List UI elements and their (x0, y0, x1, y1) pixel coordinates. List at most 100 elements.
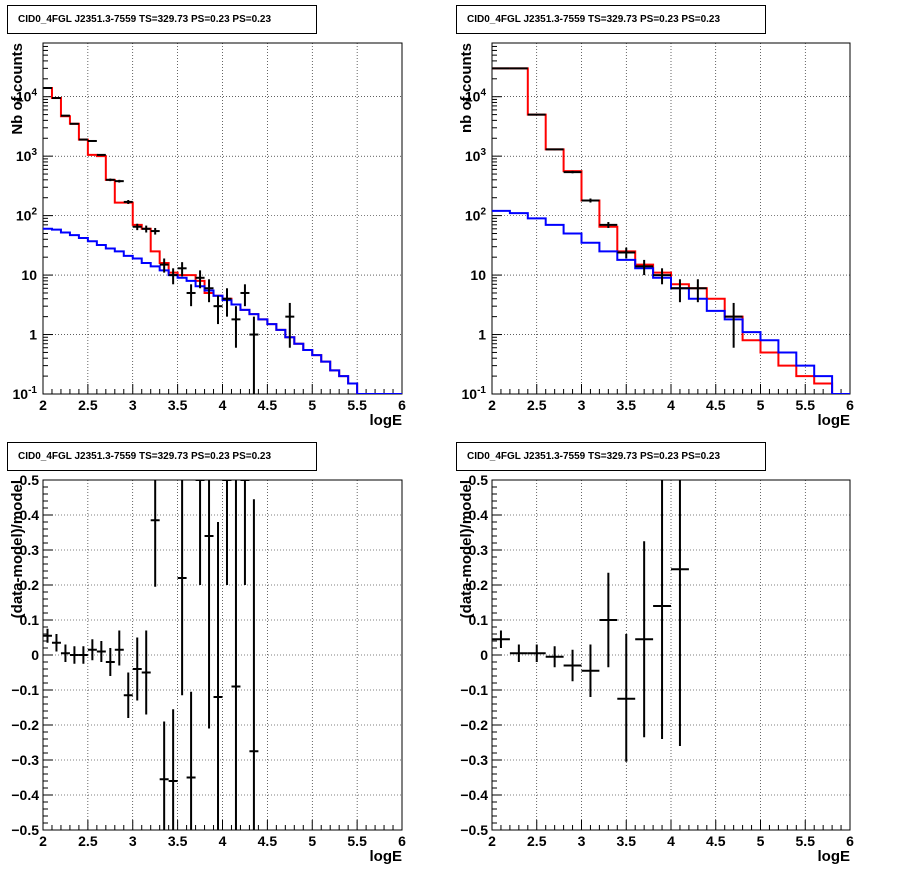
x-tick-label: 5.5 (796, 397, 816, 413)
x-tick-label: 2 (488, 833, 496, 849)
data-point (563, 170, 582, 174)
y-tick-label: 102 (465, 207, 487, 224)
y-tick-label: 103 (16, 147, 38, 164)
x-tick-label: 3.5 (617, 833, 637, 849)
data-point (635, 541, 654, 738)
x-tick-label: 2.5 (78, 397, 98, 413)
data-point (527, 113, 546, 116)
x-tick-label: 4 (667, 833, 675, 849)
y-tick-label: −0.4 (460, 787, 488, 803)
data-point (150, 480, 160, 587)
data-point (123, 672, 133, 718)
y-tick-label: 0.3 (469, 542, 489, 558)
data-point (78, 646, 88, 664)
y-tick-label: 10 (470, 267, 486, 283)
y-axis-ticks (492, 42, 502, 395)
y-tick-label: −0.3 (460, 752, 488, 768)
chart-svg: 2 2.5 3 3.5 4 4.5 5 5.5 6 10 1 104 103 102 10-1 logE nb … (458, 42, 854, 429)
x-tick-label: 2.5 (527, 833, 547, 849)
y-axis-ticks (43, 479, 53, 831)
chart-title: CID0_4FGL J2351.3-7559 TS=329.73 PS=0.23… (456, 5, 766, 34)
x-tick-label: 5.5 (796, 833, 816, 849)
x-axis-ticks (491, 384, 851, 394)
data-point (231, 306, 241, 348)
data-point (204, 279, 214, 303)
data-point (635, 259, 654, 276)
x-tick-label: 6 (398, 397, 406, 413)
y-tick-label: 0.5 (20, 472, 40, 488)
x-axis-ticks (42, 820, 403, 830)
data-point (69, 122, 79, 125)
chart-title: CID0_4FGL J2351.3-7559 TS=329.73 PS=0.23… (7, 5, 317, 34)
data-point (222, 288, 232, 317)
data-point (177, 262, 187, 277)
data-point (724, 302, 743, 348)
x-tick-label: 4 (667, 397, 675, 413)
chart-panel-residuals-right: CID0_4FGL J2351.3-7559 TS=329.73 PS=0.23… (449, 437, 898, 875)
x-tick-label: 6 (398, 833, 406, 849)
y-tick-label: 0.2 (20, 577, 40, 593)
data-point (96, 641, 106, 662)
data-point (105, 178, 115, 182)
data-point (150, 227, 160, 235)
data-point (51, 634, 61, 652)
x-tick-label: 2 (39, 397, 47, 413)
chart-title: CID0_4FGL J2351.3-7559 TS=329.73 PS=0.23… (456, 442, 766, 471)
data-point (141, 225, 151, 233)
grid (492, 480, 850, 830)
data-point (114, 630, 124, 666)
data-point (249, 499, 259, 830)
data-point (545, 646, 564, 668)
data-point (671, 480, 689, 746)
y-tick-label: −0.4 (11, 787, 39, 803)
data-point (617, 247, 636, 259)
data-point (240, 480, 250, 585)
data-point (671, 279, 689, 303)
data-point (231, 480, 241, 830)
model-component-line (43, 227, 402, 394)
x-tick-label: 2 (39, 833, 47, 849)
data-point (123, 200, 133, 204)
y-axis-ticks (492, 479, 502, 831)
y-tick-label: 0.1 (20, 612, 40, 628)
plot-frame (42, 42, 403, 395)
data-point (581, 198, 600, 203)
data-point (581, 644, 600, 697)
x-tick-label: 5.5 (347, 833, 367, 849)
data-point (509, 644, 528, 662)
grid (43, 480, 402, 830)
series-group (492, 67, 850, 394)
data-point (141, 630, 151, 715)
data-point (240, 284, 250, 307)
data-point (177, 480, 187, 696)
y-axis-label: nb of counts (458, 43, 475, 133)
data-point (60, 644, 70, 662)
x-tick-label: 4.5 (258, 397, 278, 413)
data-point (195, 480, 205, 585)
x-tick-label: 2.5 (78, 833, 98, 849)
data-point (51, 97, 61, 100)
y-axis-ticks (43, 42, 53, 395)
data-point (213, 522, 223, 830)
data-point (132, 637, 142, 701)
x-tick-label: 5.5 (347, 397, 367, 413)
y-tick-label: −0.5 (11, 822, 39, 838)
y-tick-label: 0.4 (20, 507, 40, 523)
data-point (492, 630, 510, 648)
data-point (105, 648, 115, 676)
y-tick-label: 104 (16, 88, 38, 105)
x-axis-ticks (42, 384, 403, 394)
data-point (653, 480, 671, 739)
x-tick-label: 5 (757, 397, 765, 413)
y-axis-label: (data-model)/model (9, 480, 26, 618)
x-tick-label: 4.5 (706, 397, 726, 413)
y-tick-label: 103 (465, 147, 487, 164)
y-tick-label: 0.4 (469, 507, 489, 523)
data-point (527, 644, 546, 662)
x-tick-label: 3 (578, 833, 586, 849)
y-tick-label: 1 (29, 327, 37, 343)
x-tick-label: 6 (846, 833, 854, 849)
data-point (249, 316, 259, 394)
x-tick-label: 3.5 (168, 833, 188, 849)
chart-svg: 2 2.5 3 3.5 4 4.5 5 5.5 6 0.5 0.4 0.3 0.2 0.1 0 −0.1 −0.… (458, 472, 854, 865)
